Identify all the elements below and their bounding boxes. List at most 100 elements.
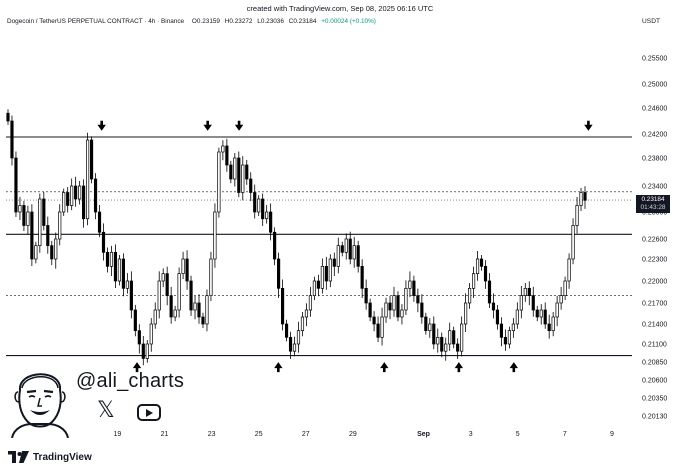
candle-body xyxy=(487,280,492,304)
candle-body xyxy=(571,225,575,260)
candle-body xyxy=(105,251,110,267)
candle-body xyxy=(46,225,50,247)
candle-body xyxy=(30,211,34,260)
candle-body xyxy=(539,309,543,318)
candle-body xyxy=(38,198,42,247)
candle-body xyxy=(233,157,237,180)
candle-body xyxy=(277,258,281,289)
candle-body xyxy=(460,323,464,352)
candle-body xyxy=(471,273,476,289)
candle-body xyxy=(237,157,241,193)
candle-body xyxy=(261,198,265,220)
candle-body xyxy=(149,323,153,345)
candle-body xyxy=(209,258,213,297)
candle-body xyxy=(348,238,352,260)
candle-body xyxy=(328,258,332,282)
candle-body xyxy=(468,287,472,304)
y-tick-label: 0.20130 xyxy=(642,414,667,421)
up-arrow-marker xyxy=(380,362,389,373)
candle-body xyxy=(197,302,201,318)
candle-body xyxy=(161,273,165,282)
price-unit: USDT xyxy=(642,18,660,25)
candle-body xyxy=(217,151,221,213)
candle-body xyxy=(543,309,547,325)
y-tick-label: 0.22600 xyxy=(642,237,667,244)
x-tick-label: 19 xyxy=(114,431,122,438)
ohlc-change: +0.00024 (+0.10%) xyxy=(321,18,376,25)
created-watermark: created with TradingView.com, Sep 08, 20… xyxy=(246,4,434,13)
symbol-legend: Dogecoin / TetherUS PERPETUAL CONTRACT ·… xyxy=(7,18,376,25)
candle-body xyxy=(257,198,261,213)
candle-body xyxy=(511,323,515,332)
candle-body xyxy=(408,280,412,289)
last-price-value: 0.23184 xyxy=(641,196,665,203)
candle-body xyxy=(137,330,141,345)
candle-body xyxy=(229,164,233,180)
candle-body xyxy=(388,302,392,311)
x-logo-icon: 𝕏 xyxy=(97,398,115,423)
ohlc-close: C0.23184 xyxy=(288,18,317,25)
candle-body xyxy=(292,343,297,352)
candle-body xyxy=(316,280,320,289)
down-arrow-marker xyxy=(234,120,244,131)
x-tick-label: 27 xyxy=(302,431,310,438)
candle-body xyxy=(66,192,70,206)
candle-body xyxy=(320,265,324,289)
candle-body xyxy=(221,145,225,153)
candle-body xyxy=(396,295,400,318)
candle-body xyxy=(181,258,185,275)
y-tick-label: 0.20350 xyxy=(642,396,667,403)
author-handle: @ali_charts xyxy=(76,370,185,392)
candle-body xyxy=(86,139,90,220)
x-tick-label: 7 xyxy=(563,431,567,438)
candle-body xyxy=(412,280,416,297)
down-arrow-marker xyxy=(584,120,593,131)
candle-body xyxy=(479,258,484,267)
candle-body xyxy=(253,192,257,213)
ohlc-open: O0.23159 xyxy=(191,18,220,25)
candle-body xyxy=(404,287,408,311)
candle-body xyxy=(392,295,396,311)
candle-body xyxy=(495,309,500,325)
x-tick-label: 23 xyxy=(208,431,216,438)
candle-body xyxy=(54,238,58,260)
candle-body xyxy=(78,185,82,200)
candle-body xyxy=(428,323,432,332)
candle-body xyxy=(300,316,305,332)
candle-body xyxy=(185,258,189,282)
y-tick-label: 0.22300 xyxy=(642,257,667,264)
candle-body xyxy=(555,302,559,318)
candle-body xyxy=(177,273,181,311)
candle-body xyxy=(121,258,125,289)
candle-body xyxy=(312,280,316,297)
candle-body xyxy=(567,258,571,282)
last-price-label: 0.23184 01:43:28 xyxy=(636,195,670,213)
candle-body xyxy=(376,323,380,338)
tradingview-wordmark: TradingView xyxy=(33,452,92,463)
candle-body xyxy=(125,280,129,289)
x-tick-label: Sep xyxy=(417,431,430,438)
candle-body xyxy=(193,302,197,311)
candle-body xyxy=(34,245,38,260)
candle-body xyxy=(444,343,448,352)
candle-body xyxy=(456,343,460,352)
candle-body xyxy=(372,316,376,325)
candle-body xyxy=(324,265,328,282)
candle-body xyxy=(464,302,468,325)
candle-body xyxy=(14,157,18,213)
candle-body xyxy=(241,164,245,193)
candle-body xyxy=(384,302,388,318)
candle-body xyxy=(245,164,249,180)
x-tick-label: 21 xyxy=(161,431,169,438)
candle-body xyxy=(583,192,587,201)
y-tick-label: 0.21700 xyxy=(642,301,667,308)
candle-body xyxy=(249,178,253,193)
candle-body xyxy=(420,302,424,318)
candle-body xyxy=(527,287,531,297)
candle-body xyxy=(483,265,488,282)
candle-body xyxy=(26,211,30,226)
y-tick-label: 0.25000 xyxy=(642,82,667,89)
candle-body xyxy=(97,211,102,233)
candle-body xyxy=(273,231,277,260)
